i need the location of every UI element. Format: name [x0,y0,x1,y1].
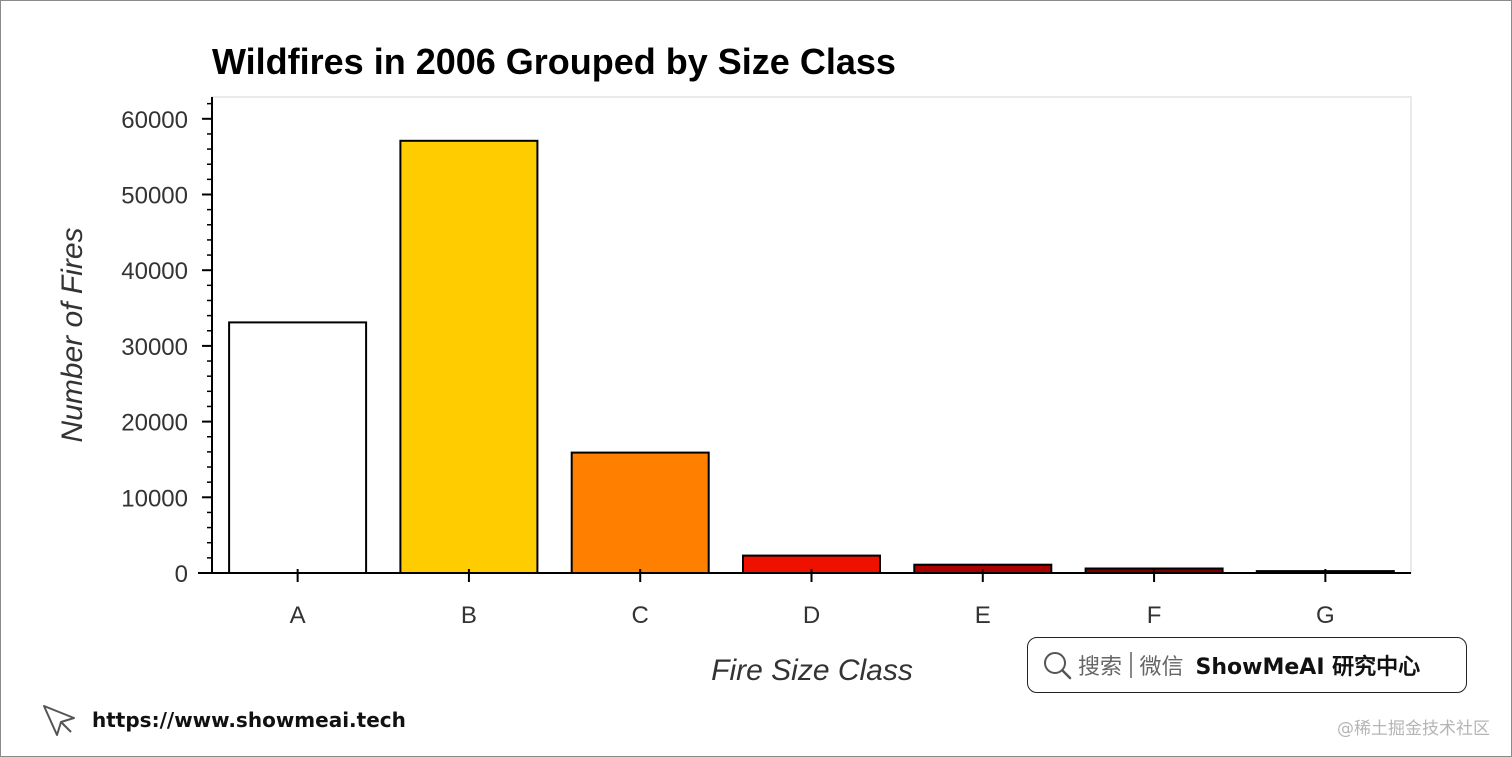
x-tick-label-A: A [290,602,306,629]
x-tick-label-D: D [803,602,820,629]
search-icon [1044,652,1072,680]
y-tick-label-60000: 60000 [121,107,188,134]
footer-link[interactable]: https://www.showmeai.tech [40,700,406,740]
y-tick-label-10000: 10000 [121,485,188,512]
x-tick-label-F: F [1147,602,1162,629]
chart-title: Wildfires in 2006 Grouped by Size Class [212,41,896,82]
x-tick-label-C: C [632,602,649,629]
y-axis-label: Number of Fires [56,227,89,442]
y-tick-label-20000: 20000 [121,410,188,437]
x-axis: A B C D E F G [198,569,1411,629]
channel-label: 微信 [1139,655,1184,680]
x-axis-label: Fire Size Class [711,654,913,687]
search-separator [1130,652,1132,678]
bar-C [570,451,710,575]
search-label: 搜索 [1078,655,1123,680]
watermark-text: @稀土掘金技术社区 [1337,719,1490,739]
plot-area-frame [211,96,1412,574]
footer-url[interactable]: https://www.showmeai.tech [92,708,406,732]
bars-group [228,139,1395,575]
y-axis: 0 10000 20000 30000 40000 50000 60000 [121,97,213,588]
y-tick-label-50000: 50000 [121,183,188,210]
y-tick-label-0: 0 [175,561,188,588]
y-tick-label-40000: 40000 [121,258,188,285]
x-tick-label-E: E [975,602,991,629]
cursor-pointer-icon [43,705,75,736]
x-tick-label-G: G [1316,602,1335,629]
search-box: 搜索 微信 ShowMeAI 研究中心 [1027,637,1467,693]
bar-B [399,139,539,575]
y-tick-label-30000: 30000 [121,334,188,361]
brand-label: ShowMeAI 研究中心 [1195,655,1421,680]
bar-A [228,321,368,574]
x-tick-label-B: B [461,602,477,629]
